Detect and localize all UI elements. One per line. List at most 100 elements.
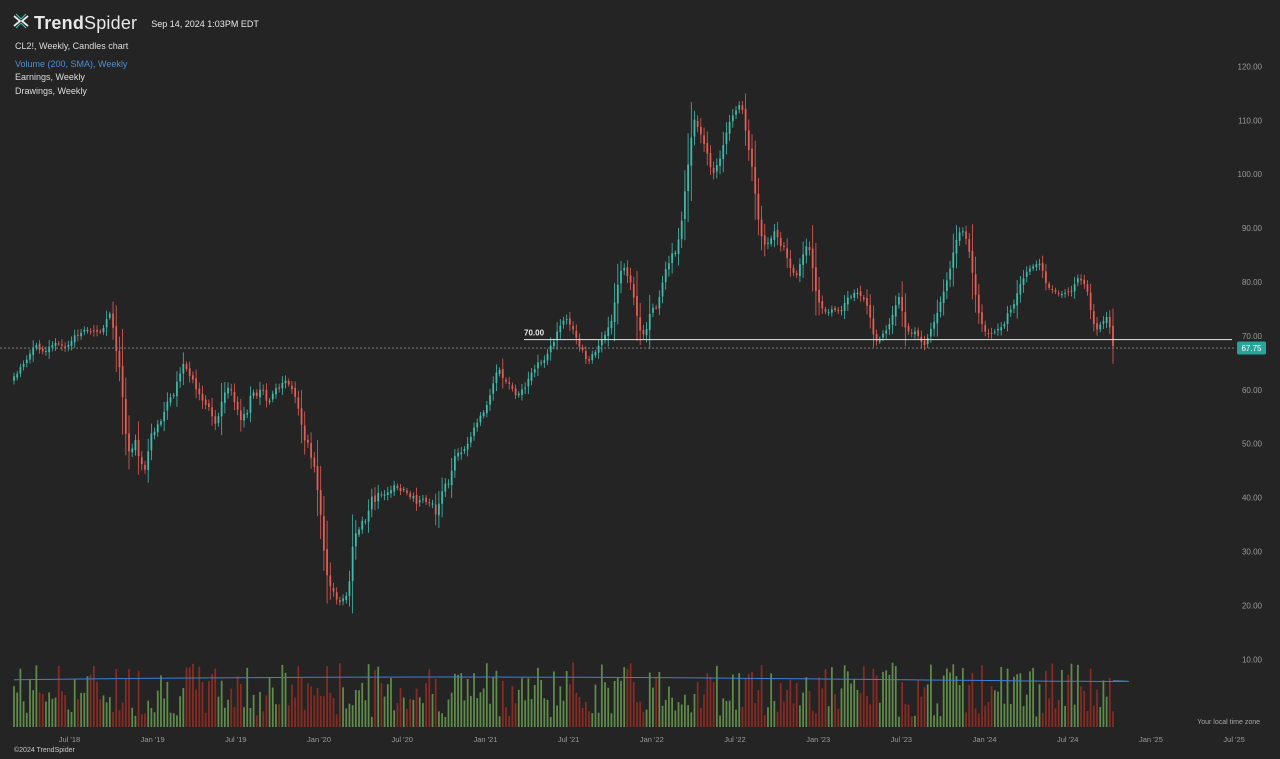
candle-body — [1038, 263, 1041, 266]
candle-body — [562, 320, 565, 325]
volume-bar — [821, 688, 824, 727]
brand[interactable]: TrendSpider Sep 14, 2024 1:03PM EDT — [12, 12, 259, 35]
candle-body — [843, 303, 846, 312]
volume-bar — [626, 668, 629, 727]
candle-body — [396, 485, 399, 488]
volume-bar — [22, 701, 25, 727]
volume-bar — [140, 714, 143, 727]
candle-body — [949, 268, 951, 280]
candle-body — [712, 167, 715, 174]
volume-bar — [632, 681, 635, 727]
volume-bar — [604, 682, 606, 727]
volume-bar — [192, 663, 194, 727]
candle-body — [751, 148, 753, 167]
x-tick-label: Jan '25 — [1139, 735, 1163, 744]
candle-body — [329, 575, 332, 587]
candle-body — [693, 119, 696, 137]
volume-bar — [910, 716, 913, 727]
candle-body — [192, 375, 194, 380]
volume-bar — [172, 713, 175, 727]
candle-body — [885, 330, 888, 334]
candle-body — [176, 381, 178, 397]
volume-bar — [102, 695, 105, 727]
volume-bar — [779, 682, 782, 727]
candle-body — [41, 348, 44, 352]
volume-bar — [147, 700, 150, 727]
volume-bar — [495, 670, 498, 727]
candle-body — [699, 126, 702, 135]
volume-bar — [537, 667, 539, 727]
volume-bar — [354, 689, 357, 727]
volume-bar — [958, 685, 961, 727]
candle-body — [575, 330, 578, 339]
candle-body — [818, 289, 820, 303]
candle-body — [313, 457, 316, 467]
candle-body — [1041, 262, 1044, 271]
candle-body — [431, 503, 434, 505]
volume-bar — [176, 715, 178, 727]
volume-bar — [422, 703, 424, 727]
candle-body — [738, 105, 741, 110]
candle-body — [160, 421, 162, 425]
candle-body — [1003, 324, 1006, 327]
candle-body — [527, 379, 530, 387]
candle-body — [677, 239, 680, 254]
volume-bar — [530, 699, 533, 727]
volume-bar — [348, 703, 351, 727]
candle-body — [805, 246, 808, 256]
candle-body — [990, 332, 993, 334]
volume-bar — [329, 692, 332, 727]
volume-bar — [709, 676, 712, 727]
candle-body — [54, 342, 57, 347]
candle-body — [415, 495, 418, 504]
candle-body — [882, 333, 884, 338]
volume-bar — [799, 705, 801, 727]
candle-body — [533, 369, 536, 373]
symbol-line[interactable]: CL2!, Weekly, Candles chart — [15, 41, 129, 51]
candle-body — [22, 363, 25, 367]
candle-body — [307, 439, 309, 443]
volume-bar — [89, 674, 92, 727]
volume-bar — [57, 666, 60, 727]
y-tick-label: 20.00 — [1242, 601, 1263, 610]
volume-bar — [926, 684, 929, 727]
volume-bar — [83, 692, 86, 727]
timezone-note[interactable]: Your local time zone — [1197, 719, 1260, 726]
drawings-indicator-line[interactable]: Drawings, Weekly — [15, 85, 87, 96]
candle-body — [364, 521, 367, 523]
horizontal-line-drawing[interactable]: 70.00 — [524, 329, 1232, 341]
y-tick-label: 120.00 — [1238, 62, 1263, 71]
volume-bar — [220, 680, 223, 727]
volume-indicator-line[interactable]: Volume (200, SMA), Weekly — [15, 58, 128, 69]
candle-body — [310, 443, 312, 458]
candle-body — [386, 492, 389, 496]
volume-bar — [1064, 705, 1066, 727]
volume-bar — [914, 715, 916, 727]
volume-bar — [1112, 711, 1114, 727]
volume-bar — [949, 672, 951, 727]
candle-body — [361, 520, 364, 530]
volume-bar — [498, 716, 501, 727]
volume-bar — [725, 700, 728, 727]
candle-body — [422, 498, 424, 500]
candle-body — [166, 401, 169, 411]
candle-body — [690, 137, 693, 166]
earnings-indicator-line[interactable]: Earnings, Weekly — [15, 72, 85, 82]
volume-bar — [351, 705, 354, 727]
candle-body — [217, 416, 220, 424]
volume-bar — [511, 685, 514, 727]
volume-bar — [300, 678, 303, 727]
volume-bar — [562, 700, 565, 727]
volume-bar — [961, 668, 964, 727]
volume-bar — [549, 716, 552, 727]
volume-bar — [364, 700, 367, 727]
volume-bar — [406, 708, 408, 727]
candle-body — [1013, 304, 1015, 309]
volume-bar — [533, 684, 536, 727]
x-tick-label: Jul '25 — [1223, 735, 1244, 744]
volume-bar — [875, 675, 878, 727]
volume-bar — [469, 695, 472, 727]
candle-body — [862, 297, 865, 300]
volume-bar — [981, 665, 983, 727]
